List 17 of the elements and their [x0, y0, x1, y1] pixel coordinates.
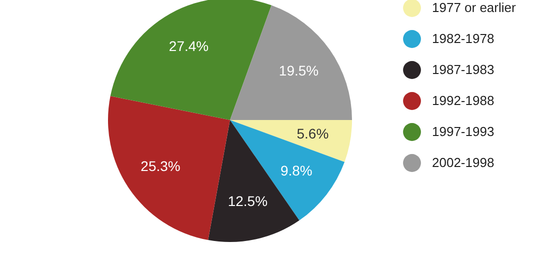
pie-slice	[110, 0, 272, 120]
pie-slice	[108, 96, 230, 240]
data-label: 9.8%	[280, 162, 312, 178]
data-label: 27.4%	[168, 38, 209, 54]
pie-slice	[230, 5, 352, 120]
data-label: 19.5%	[278, 62, 319, 79]
legend-label: 1982-1978	[432, 31, 494, 46]
pie-slice	[230, 120, 352, 162]
pie-slice	[230, 120, 345, 220]
data-label: 5.6%	[296, 126, 329, 142]
data-label: 12.5%	[228, 193, 268, 210]
legend-label: 1987-1983	[432, 62, 494, 77]
legend-label: 2002-1998	[432, 155, 494, 170]
legend-label: 1997-1993	[432, 124, 494, 139]
legend-label: 1977 or earlier	[432, 0, 516, 15]
data-label: 25.3%	[140, 158, 180, 174]
legend-label: 1992-1988	[432, 93, 494, 108]
